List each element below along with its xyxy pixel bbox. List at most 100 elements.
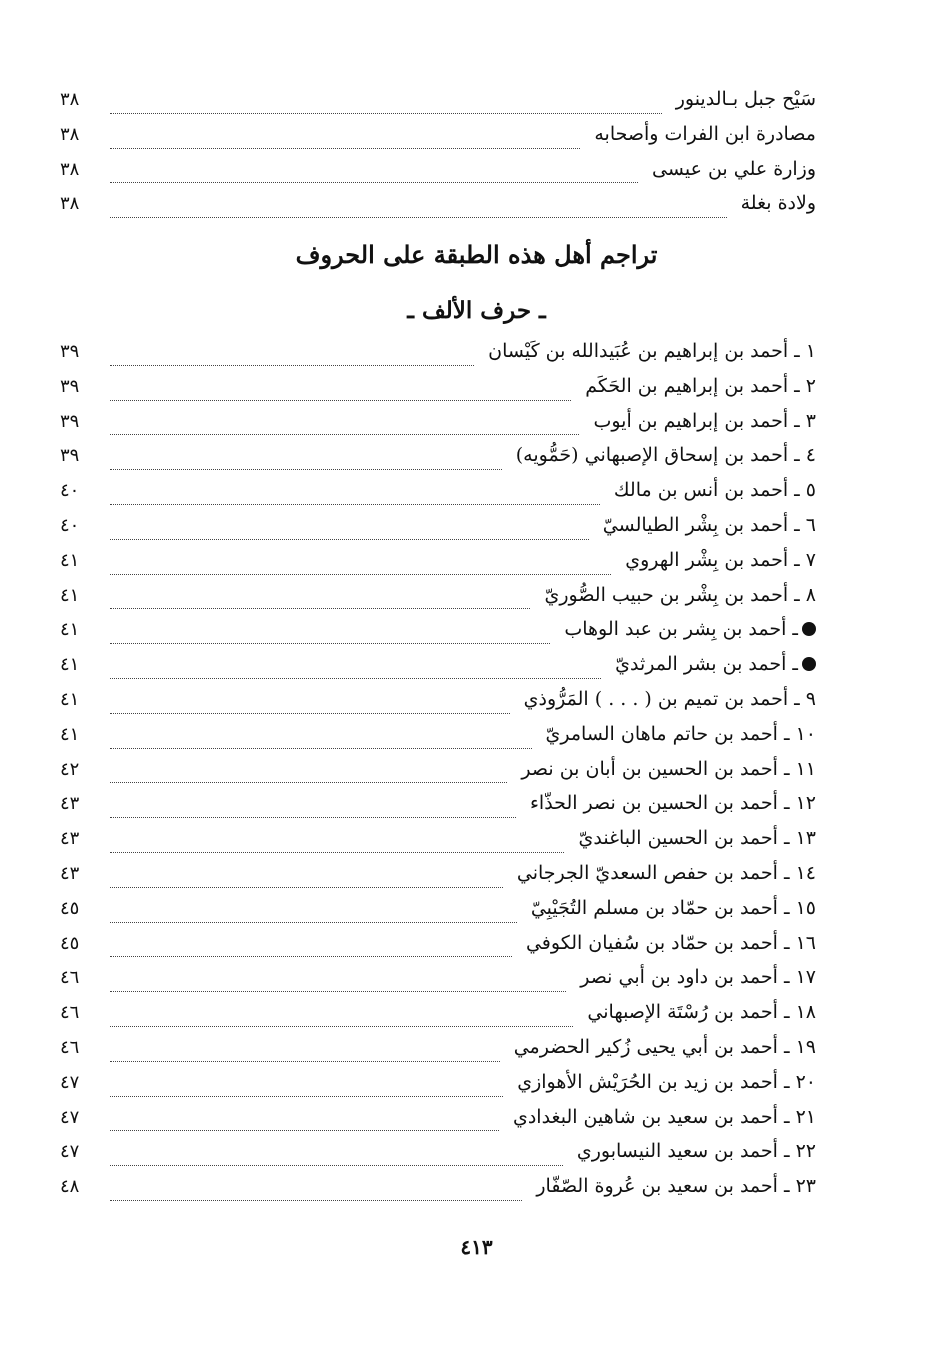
entry-title: ١٢ ـ أحمد بن الحسين بن نصر الحذّاء [516,792,816,814]
entry-title: ١٧ ـ أحمد بن داود بن أبي نصر [566,966,816,988]
entry-page: ٣٨ [60,193,80,215]
top-entries-list: سَيْح جبل بـالدينور ٣٨ مصادرة ابن الفرات و… [60,88,816,227]
entry-title: ٨ ـ أحمد بن بِشْر بن حبيب الصُّوريّ [530,584,816,606]
entry-title-text: ١٤ ـ أحمد بن حفص السعديّ الجرجاني [516,861,816,884]
entry-page: ٣٨ [60,158,80,180]
entry-page: ٤٣ [60,862,80,884]
entry-page: ٣٩ [60,341,80,362]
toc-entry: ١٧ ـ أحمد بن داود بن أبي نصر ٤٦ [60,966,816,1001]
entry-title-text: مصادرة ابن الفرات وأصحابه [594,122,816,145]
toc-entry: مصادرة ابن الفرات وأصحابه ٣٨ [60,123,816,158]
entry-page: ٣٩ [60,375,80,397]
entry-title: سَيْح جبل بـالدينور [662,88,816,110]
bullet-icon [802,657,816,672]
entry-title: ١٥ ـ أحمد بن حمّاد بن مسلم التُجَيْبِيّ [517,897,816,919]
dot-leader [110,886,503,888]
dot-leader [110,1199,523,1201]
entry-title: مصادرة ابن الفرات وأصحابه [580,123,816,145]
dot-leader [110,469,502,471]
toc-entry: ٢٢ ـ أحمد بن سعيد النيسابوري ٤٧ [60,1140,816,1175]
toc-entry: ٥ ـ أحمد بن أنس بن مالك ٤٠ [60,479,816,514]
dot-leader [110,677,602,679]
entry-title-text: ١٨ ـ أحمد بن رُسْتَة الإصبهاني [587,1001,816,1024]
entry-title-text: ٣ ـ أحمد بن إبراهيم بن أيوب [593,409,816,432]
entry-title: ١٤ ـ أحمد بن حفص السعديّ الجرجاني [503,862,816,884]
entry-title: ٤ ـ أحمد بن إسحاق الإصبهاني (حَمُّويه) [502,444,816,466]
toc-entry: ١٤ ـ أحمد بن حفص السعديّ الجرجاني ٤٣ [60,862,816,897]
entry-title: ٢٣ ـ أحمد بن سعيد بن عُروة الصّفّار [522,1175,816,1197]
section-title: تراجم أهل هذه الطبقة على الحروف [295,240,658,269]
toc-entry: ٩ ـ أحمد بن تميم بن ( . . . ) المَرُّوذي… [60,688,816,723]
entry-title: ٦ ـ أحمد بن بِشْر الطيالسيّ [589,514,816,536]
toc-entry: وزارة علي بن عيسى ٣٨ [60,158,816,193]
entry-title-text: ـ أحمد بن بِشر بن عبد الوهاب [564,618,798,641]
entry-title: ١ ـ أحمد بن إبراهيم بن عُبَيدالله بن كَي… [474,340,816,362]
entry-title-text: ١٠ ـ أحمد بن حاتم ماهان السامريّ [545,722,817,745]
entry-page: ٤٥ [60,897,80,919]
entry-page: ٤٦ [60,1036,80,1058]
entry-page: ٤١ [60,723,80,745]
entry-page: ٤٣ [60,828,80,850]
entry-title: ولادة بغلة [727,192,816,214]
entry-title: ـ أحمد بن بشر المرثديّ [601,653,816,675]
entry-page: ٤٧ [60,1141,80,1163]
entry-title: ـ أحمد بن بِشر بن عبد الوهاب [550,618,816,640]
entry-title-text: ٤ ـ أحمد بن إسحاق الإصبهاني (حَمُّويه) [515,444,816,467]
dot-leader [110,217,727,219]
entry-title: وزارة علي بن عيسى [638,158,816,180]
dot-leader [110,921,517,923]
toc-entry: ٢١ ـ أحمد بن سعيد بن شاهين البغدادي ٤٧ [60,1106,816,1141]
entry-title: ٢ ـ أحمد بن إبراهيم بن الحَكَم [571,375,816,397]
entry-page: ٤٢ [60,758,80,780]
bullet-icon [802,622,816,637]
entries-list: ١ ـ أحمد بن إبراهيم بن عُبَيدالله بن كَي… [60,340,816,1210]
entry-title: ٢٢ ـ أحمد بن سعيد النيسابوري [563,1140,816,1162]
entry-title-text: ولادة بغلة [740,192,816,215]
dot-leader [110,112,662,114]
subsection-title: ـ حرف الألف ـ [407,297,546,324]
entry-title: ٢٠ ـ أحمد بن زيد بن الحُرَيْش الأهوازي [503,1071,816,1093]
entry-title-text: سَيْح جبل بـالدينور [675,88,816,110]
toc-entry: ٣ ـ أحمد بن إبراهيم بن أيوب ٣٩ [60,410,816,445]
entry-page: ٣٩ [60,410,80,432]
entry-title: ٢١ ـ أحمد بن سعيد بن شاهين البغدادي [499,1106,816,1128]
dot-leader [110,399,572,401]
entry-title-text: وزارة علي بن عيسى [652,157,816,180]
entry-page: ٤٠ [60,480,80,502]
entry-title-text: ١٥ ـ أحمد بن حمّاد بن مسلم التُجَيْبِيّ [530,896,816,919]
entry-title: ١٣ ـ أحمد بن الحسين الباغنديّ [564,827,816,849]
dot-leader [110,643,551,645]
entry-page: ٤٠ [60,514,80,536]
entry-title-text: ٩ ـ أحمد بن تميم بن ( . . . ) المَرُّوذي [523,687,816,710]
entry-page: ٤٦ [60,1002,80,1024]
toc-entry: سَيْح جبل بـالدينور ٣٨ [60,88,816,123]
entry-title-text: ٨ ـ أحمد بن بِشْر بن حبيب الصُّوريّ [544,583,816,606]
entry-page: ٣٨ [60,89,80,110]
dot-leader [110,851,565,853]
dot-leader [110,364,475,366]
entry-page: ٣٩ [60,445,80,467]
toc-entry: ١٩ ـ أحمد بن أبي يحيى زُكير الحضرمي ٤٦ [60,1036,816,1071]
dot-leader [110,1095,504,1097]
dot-leader [110,608,531,610]
dot-leader [110,538,589,540]
toc-entry: ١٢ ـ أحمد بن الحسين بن نصر الحذّاء ٤٣ [60,792,816,827]
dot-leader [110,182,639,184]
entry-title: ٣ ـ أحمد بن إبراهيم بن أيوب [579,410,816,432]
entry-title: ١١ ـ أحمد بن الحسين بن أبان بن نصر [507,758,816,780]
toc-entry: ٧ ـ أحمد بن بِشْر الهروي ٤١ [60,549,816,584]
toc-entry: ١ ـ أحمد بن إبراهيم بن عُبَيدالله بن كَي… [60,340,816,375]
entry-title-text: ١٩ ـ أحمد بن أبي يحيى زُكير الحضرمي [513,1035,816,1058]
entry-title-text: ١٢ ـ أحمد بن الحسين بن نصر الحذّاء [530,792,816,815]
entry-title-text: ٢ ـ أحمد بن إبراهيم بن الحَكَم [585,374,816,397]
entry-title-text: ١ ـ أحمد بن إبراهيم بن عُبَيدالله بن كَي… [488,340,816,362]
entry-title: ٧ ـ أحمد بن بِشْر الهروي [611,549,816,571]
dot-leader [110,434,580,436]
dot-leader [110,817,516,819]
entry-title-text: ٢٢ ـ أحمد بن سعيد النيسابوري [576,1140,816,1163]
toc-entry: ١٠ ـ أحمد بن حاتم ماهان السامريّ ٤١ [60,723,816,758]
toc-entry: ٨ ـ أحمد بن بِشْر بن حبيب الصُّوريّ ٤١ [60,584,816,619]
toc-entry: ١١ ـ أحمد بن الحسين بن أبان بن نصر ٤٢ [60,758,816,793]
entry-page: ٤٦ [60,967,80,989]
entry-page: ٤٥ [60,932,80,954]
